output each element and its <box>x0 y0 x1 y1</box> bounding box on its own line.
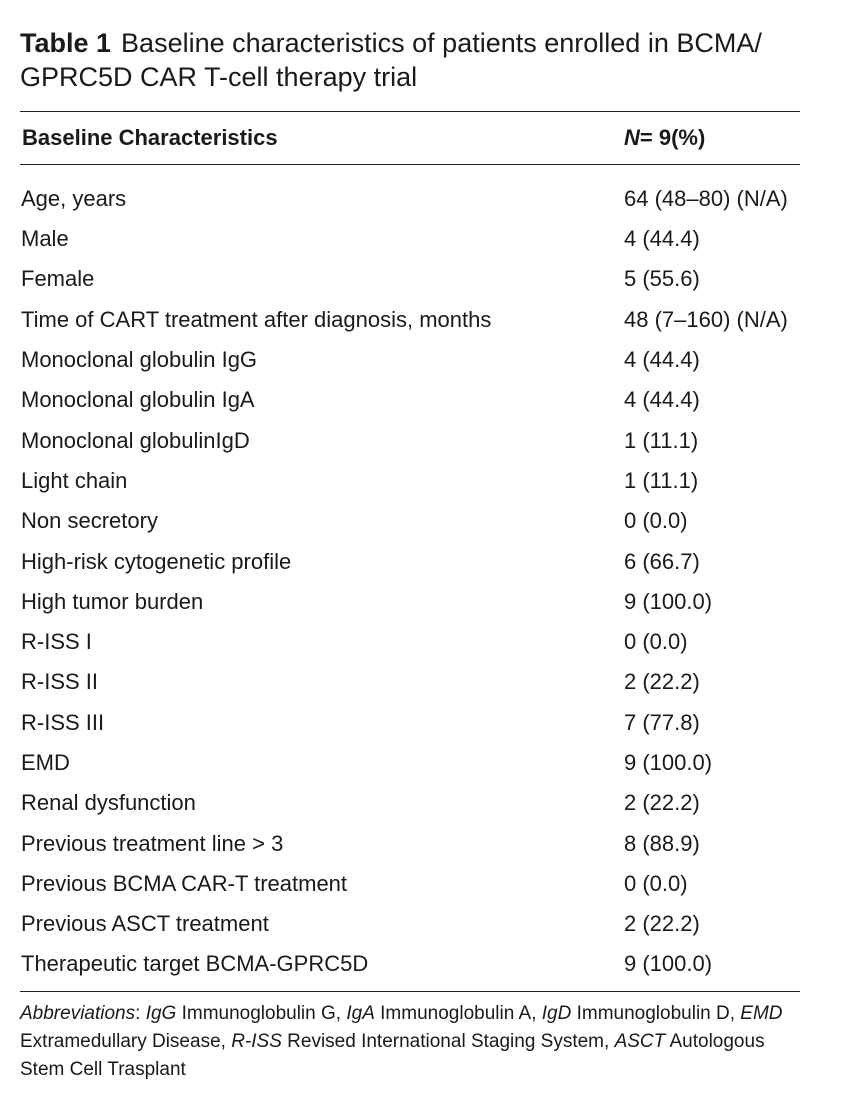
row-value: 4 (44.4) <box>624 387 700 413</box>
footnote-abbreviation: ASCT <box>614 1030 666 1052</box>
footnote-definition: Autologous Stem Cell Trasplant <box>20 1030 765 1080</box>
row-value: 9 (100.0) <box>624 951 713 977</box>
table-footnote: Abbreviations: IgG Immunoglobulin G, IgA… <box>20 1000 800 1084</box>
table-page: Table 1 Baseline characteristics of patie… <box>20 26 800 1084</box>
row-label: Renal dysfunction <box>21 790 196 816</box>
row-value: 0 (0.0) <box>624 870 688 896</box>
footnote-abbreviation: R-ISS <box>231 1030 282 1052</box>
table-caption: Table 1 Baseline characteristics of patie… <box>20 26 800 94</box>
row-value: 7 (77.8) <box>624 709 700 735</box>
footnote-abbreviation: IgG <box>145 1002 177 1024</box>
footnote-abbreviation: IgD <box>541 1002 572 1024</box>
table-caption-text: Baseline characteristics of patients enr… <box>20 28 762 92</box>
header-n-symbol: N <box>624 125 640 150</box>
row-value: 8 (88.9) <box>624 830 700 856</box>
table-row: Previous ASCT treatment 2 (22.2) <box>20 904 800 944</box>
row-label: R-ISS I <box>21 629 92 655</box>
table-row: Renal dysfunction 2 (22.2) <box>20 783 800 823</box>
row-label: High-risk cytogenetic profile <box>21 548 292 574</box>
row-label: R-ISS II <box>21 669 99 695</box>
row-value: 64 (48–80) (N/A) <box>624 186 788 211</box>
table-row: High tumor burden 9 (100.0) <box>20 582 800 622</box>
row-label: Female <box>21 266 95 292</box>
table-row: Age, years 64 (48–80) (N/A) <box>20 165 800 220</box>
row-label: R-ISS III <box>21 709 105 735</box>
row-label: Age, years <box>21 186 127 211</box>
footnote-definition: Immunoglobulin A, <box>374 1002 542 1024</box>
footnote-colon: : <box>135 1002 146 1024</box>
footnote-definition: Revised International Staging System, <box>281 1030 615 1052</box>
table-row: Non secretory 0 (0.0) <box>20 501 800 541</box>
footnote-definition: Extramedullary Disease, <box>20 1030 232 1052</box>
row-value: 0 (0.0) <box>624 508 688 534</box>
table-row: Time of CART treatment after diagnosis, … <box>20 300 800 340</box>
table-header-row: Baseline Characteristics N= 9(%) <box>20 111 800 165</box>
table-row: Previous treatment line > 3 8 (88.9) <box>20 823 800 863</box>
row-value: 9 (100.0) <box>624 750 713 775</box>
baseline-characteristics-table: Baseline Characteristics N= 9(%) Age, ye… <box>20 111 800 991</box>
footnote-lead: Abbreviations <box>20 1002 136 1024</box>
table-row: Monoclonal globulin IgA 4 (44.4) <box>20 380 800 420</box>
row-value: 1 (11.1) <box>624 467 699 493</box>
row-value: 0 (0.0) <box>624 629 688 655</box>
table-row: Previous BCMA CAR-T treatment 0 (0.0) <box>20 864 800 904</box>
row-label: Male <box>21 226 69 252</box>
table-row: Female 5 (55.6) <box>20 259 800 299</box>
header-n-value: = 9(%) <box>639 125 706 150</box>
row-label: Previous treatment line > 3 <box>21 830 284 856</box>
table-row: Monoclonal globulin IgG 4 (44.4) <box>20 340 800 380</box>
row-value: 1 (11.1) <box>624 427 699 453</box>
row-value: 2 (22.2) <box>624 911 700 937</box>
table-row: Male 4 (44.4) <box>20 219 800 259</box>
row-label: Non secretory <box>21 508 158 534</box>
table-row: High-risk cytogenetic profile 6 (66.7) <box>20 541 800 581</box>
table-row: R-ISS I 0 (0.0) <box>20 622 800 662</box>
row-label: Time of CART treatment after diagnosis, … <box>21 306 492 332</box>
row-value: 5 (55.6) <box>624 266 700 292</box>
row-value: 4 (44.4) <box>624 347 700 373</box>
footnote-definition: Immunoglobulin D, <box>571 1002 741 1024</box>
table-body: Age, years 64 (48–80) (N/A) Male 4 (44.4) Fe… <box>20 165 800 991</box>
header-n-count: N= 9(%) <box>620 111 800 165</box>
table-bottom-rule <box>20 990 800 992</box>
table-row: EMD 9 (100.0) <box>20 743 800 783</box>
footnote-abbreviation: EMD <box>740 1002 783 1024</box>
row-value: 9 (100.0) <box>624 588 713 614</box>
row-label: Light chain <box>21 467 128 493</box>
table-row: Therapeutic target BCMA-GPRC5D 9 (100.0) <box>20 944 800 990</box>
table-row: Monoclonal globulinIgD 1 (11.1) <box>20 420 800 460</box>
header-baseline-characteristics: Baseline Characteristics <box>20 111 620 165</box>
row-label: EMD <box>21 750 70 775</box>
row-label: Previous ASCT treatment <box>21 911 269 937</box>
table-number: Table 1 <box>20 28 112 58</box>
table-row: Light chain 1 (11.1) <box>20 461 800 501</box>
row-label: High tumor burden <box>21 588 204 614</box>
row-label: Monoclonal globulin IgG <box>21 347 258 373</box>
footnote-definition: Immunoglobulin G, <box>176 1002 347 1024</box>
table-row: R-ISS III 7 (77.8) <box>20 703 800 743</box>
row-label: Monoclonal globulin IgA <box>21 387 255 413</box>
row-value: 6 (66.7) <box>624 548 700 574</box>
row-value: 2 (22.2) <box>624 790 700 816</box>
row-label: Therapeutic target BCMA-GPRC5D <box>21 951 369 977</box>
row-label: Monoclonal globulinIgD <box>21 427 250 453</box>
footnote-abbreviation: IgA <box>346 1002 375 1024</box>
row-value: 48 (7–160) (N/A) <box>624 306 788 332</box>
table-row: R-ISS II 2 (22.2) <box>20 662 800 702</box>
row-value: 2 (22.2) <box>624 669 700 695</box>
row-value: 4 (44.4) <box>624 226 700 252</box>
row-label: Previous BCMA CAR-T treatment <box>21 870 348 896</box>
